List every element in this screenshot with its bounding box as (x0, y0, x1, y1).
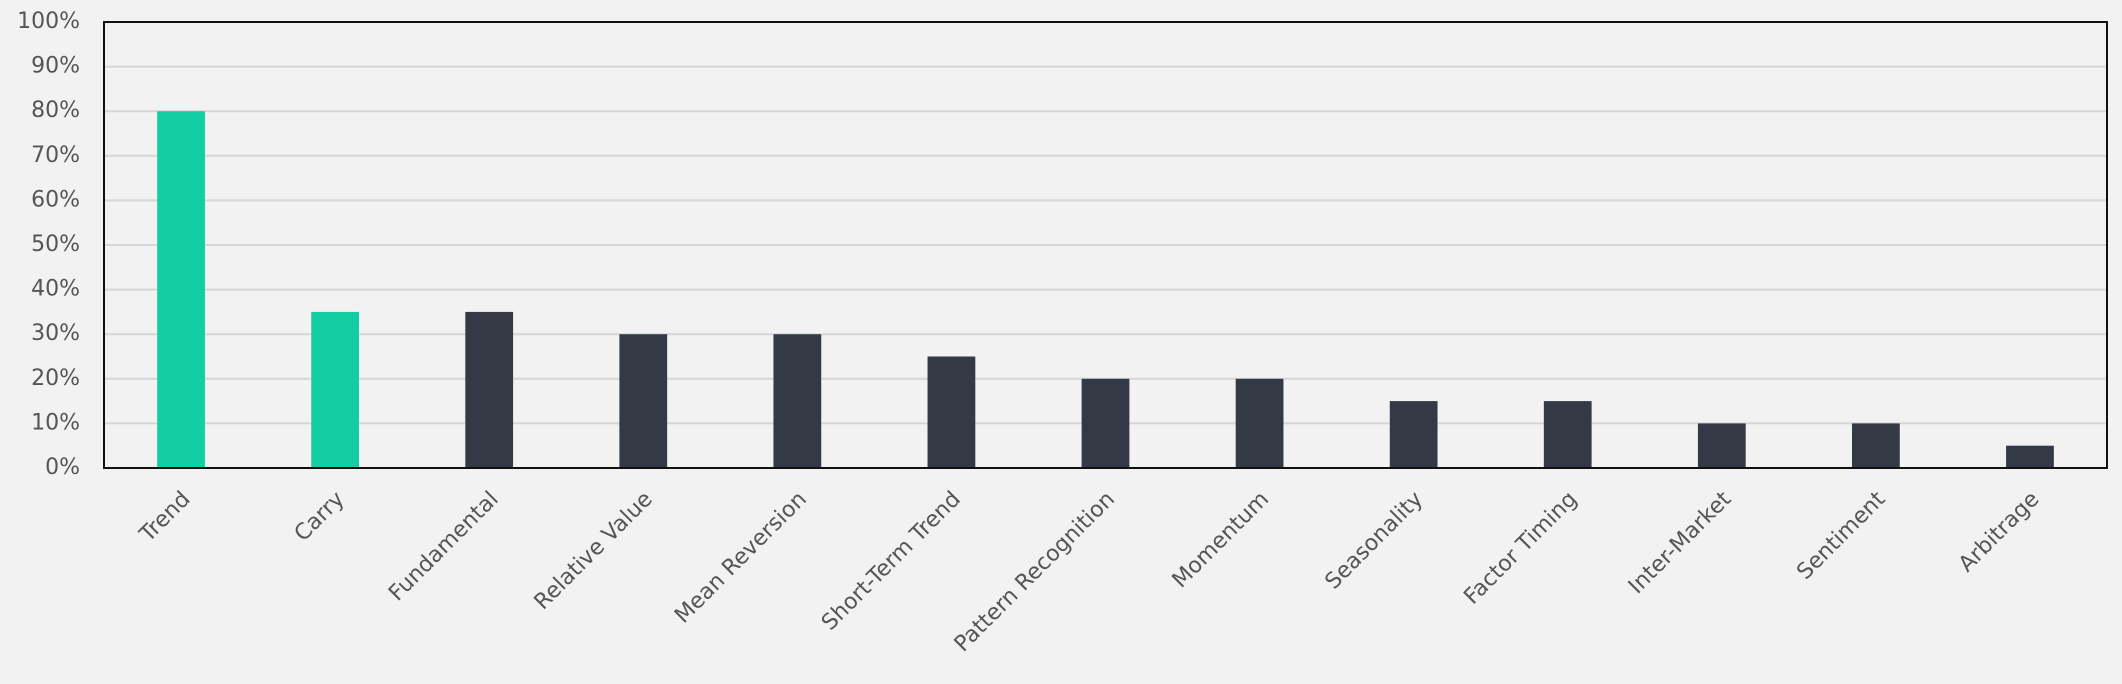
x-tick-label: Seasonality (1321, 487, 1429, 595)
y-tick-label: 60% (31, 187, 80, 212)
y-tick-label: 10% (31, 410, 80, 435)
x-tick-label: Momentum (1168, 487, 1274, 593)
x-tick-label: Sentiment (1792, 487, 1890, 585)
y-tick-label: 50% (31, 232, 80, 257)
x-tick-label: Carry (290, 487, 350, 547)
bar (2006, 445, 2054, 468)
x-tick-label: Factor Timing (1459, 487, 1582, 610)
x-tick-label: Fundamental (384, 487, 503, 606)
x-tick-label: Mean Reversion (670, 487, 812, 629)
y-tick-label: 100% (17, 9, 80, 34)
x-tick-label: Relative Value (530, 487, 658, 615)
x-tick-label: Pattern Recognition (950, 487, 1120, 657)
y-tick-label: 30% (31, 321, 80, 346)
bar (619, 334, 668, 468)
x-tick-label: Short-Term Trend (817, 487, 966, 636)
y-tick-label: 70% (31, 143, 80, 168)
x-tick-label: Trend (135, 487, 196, 548)
bar (1081, 378, 1130, 468)
y-tick-label: 40% (31, 277, 80, 302)
y-tick-label: 80% (31, 98, 80, 123)
y-tick-label: 90% (31, 54, 80, 79)
bar (1852, 423, 1900, 468)
bar (465, 311, 514, 468)
bar (311, 311, 359, 468)
y-tick-label: 0% (45, 455, 80, 480)
x-tick-label: Arbitrage (1954, 487, 2044, 577)
bar (1697, 423, 1746, 468)
bar (1543, 401, 1592, 468)
bar (927, 356, 976, 468)
bar (773, 334, 822, 468)
bar (157, 111, 205, 468)
bar (1389, 401, 1438, 468)
plot-frame (103, 21, 2108, 469)
y-tick-label: 20% (31, 366, 80, 391)
bar (1235, 378, 1284, 468)
x-tick-label: Inter-Market (1624, 487, 1737, 600)
